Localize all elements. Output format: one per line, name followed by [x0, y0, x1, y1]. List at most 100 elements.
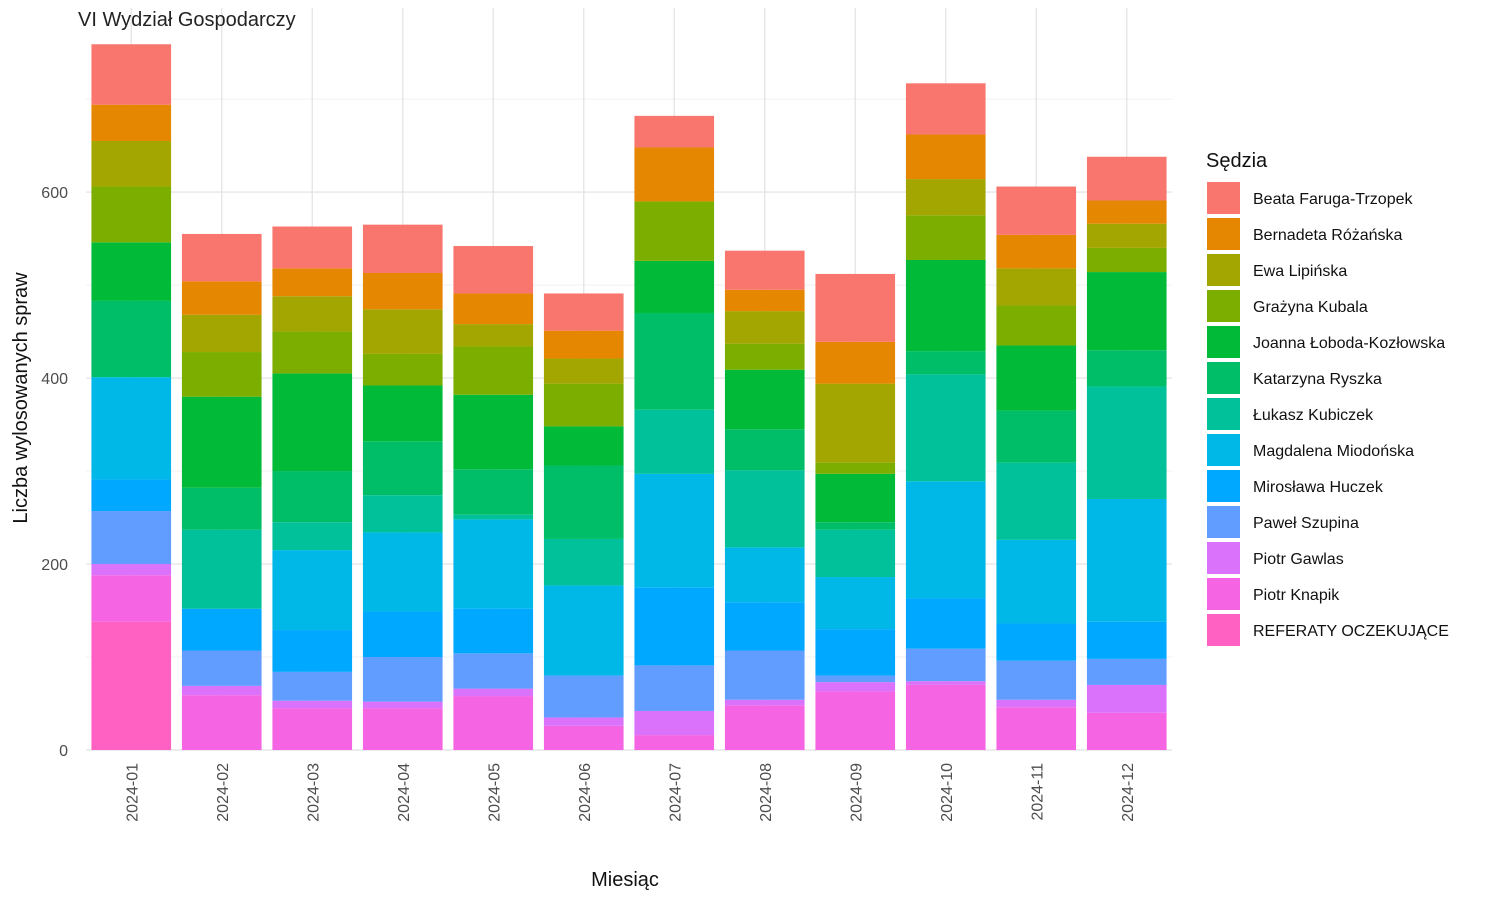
bar-segment: Magdalena Miodońska: 90 — [996, 539, 1077, 624]
bar-segment: Magdalena Miodońska: 132 — [1086, 498, 1167, 622]
bar-stack-2024-01: REFERATY OCZEKUJĄCE: 138Piotr Knapik: 50… — [91, 44, 172, 750]
bar-segment: Piotr Knapik: 58 — [453, 696, 534, 750]
bar-segment: Bernadeta Różańska: 33 — [453, 293, 534, 325]
bar-segment: Paweł Szupina: 57 — [91, 511, 172, 565]
bar-segment: Łukasz Kubiczek: 83 — [996, 462, 1077, 540]
bar-segment: Joanna Łoboda-Kozłowska: 42 — [543, 426, 624, 466]
bar-segment: Grażyna Kubala: 64 — [634, 201, 715, 261]
legend: Sędzia Beata Faruga-Trzopek Bernadeta Róż… — [1206, 150, 1449, 646]
bar-segment: Joanna Łoboda-Kozłowska: 98 — [905, 259, 986, 352]
bar-segment: Beata Faruga-Trzopek: 73 — [815, 273, 896, 342]
bar-segment: Beata Faruga-Trzopek: 42 — [724, 250, 805, 290]
bar-segment: Joanna Łoboda-Kozłowska: 98 — [181, 396, 262, 488]
bar-segment: Piotr Knapik: 40 — [1086, 712, 1167, 750]
bar-segment: Ewa Lipińska: 40 — [181, 314, 262, 353]
x-tick-label: 2024-06 — [577, 763, 594, 822]
bar-segment: Magdalena Miodońska: 56 — [815, 577, 896, 630]
bar-segment: Ewa Lipińska: 24 — [453, 324, 534, 347]
bar-segment: Joanna Łoboda-Kozłowska: 105 — [272, 373, 353, 472]
legend-swatch-miroslawa-huczek — [1207, 470, 1240, 502]
bar-segment: Joanna Łoboda-Kozłowska: 80 — [453, 394, 534, 470]
bar-segment: Bernadeta Różańska: 30 — [272, 268, 353, 297]
bar-segment: Grażyna Kubala: 45 — [272, 331, 353, 374]
bar-segment: Mirosława Huczek: 45 — [272, 630, 353, 672]
x-tick-label: 2024-04 — [396, 763, 413, 822]
bar-segment: Piotr Gawlas: 12 — [91, 564, 172, 576]
bar-segment: Paweł Szupina: 48 — [362, 657, 443, 702]
bar-segment: Ewa Lipińska: 48 — [362, 309, 443, 354]
bar-segment: Mirosława Huczek: 52 — [724, 602, 805, 651]
bar-segment: Piotr Knapik: 46 — [996, 707, 1077, 750]
bar-segment: Grażyna Kubala: 26 — [1086, 247, 1167, 273]
bar-segment: Mirosława Huczek: 54 — [905, 598, 986, 649]
bar-segment: Łukasz Kubiczek: 69 — [634, 409, 715, 474]
bar-segment: Beata Faruga-Trzopek: 34 — [634, 115, 715, 148]
bar-segment: Piotr Gawlas: 10 — [815, 682, 896, 692]
bar-segment: Joanna Łoboda-Kozłowska: 60 — [362, 385, 443, 442]
legend-label-lukasz-kubiczek: Łukasz Kubiczek — [1253, 407, 1374, 424]
legend-swatch-katarzyna-ryszka — [1207, 362, 1240, 394]
bar-segment: Mirosława Huczek: 48 — [453, 608, 534, 654]
legend-label-joanna-loboda-kozlowska: Joanna Łoboda-Kozłowska — [1253, 335, 1445, 352]
bar-segment: Joanna Łoboda-Kozłowska: 63 — [91, 242, 172, 301]
legend-swatch-magdalena-miodonska — [1207, 434, 1240, 466]
bar-stack-2024-11: Piotr Knapik: 46Piotr Gawlas: 8Paweł Szu… — [996, 186, 1077, 750]
x-tick-label: 2024-09 — [848, 763, 865, 822]
legend-swatch-referaty-oczekujace — [1207, 614, 1240, 646]
legend-label-beata-faruga-trzopek: Beata Faruga-Trzopek — [1253, 191, 1413, 208]
bar-segment: Mirosława Huczek: 40 — [996, 623, 1077, 661]
bar-segment: Beata Faruga-Trzopek: 52 — [362, 224, 443, 273]
bar-segment: Paweł Szupina: 7 — [815, 675, 896, 683]
x-tick-label: 2024-03 — [305, 763, 322, 822]
legend-label-magdalena-miodonska: Magdalena Miodońska — [1253, 443, 1414, 460]
bar-segment: Piotr Gawlas: 8 — [996, 699, 1077, 708]
bar-segment: Beata Faruga-Trzopek: 52 — [996, 186, 1077, 235]
bar-segment: Piotr Gawlas: 6 — [724, 699, 805, 706]
bar-segment: Magdalena Miodońska: 59 — [724, 547, 805, 603]
legend-label-grazyna-kubala: Grażyna Kubala — [1253, 299, 1368, 316]
x-tick-label: 2024-01 — [124, 763, 141, 822]
bar-segment: Mirosława Huczek: 49 — [362, 611, 443, 658]
bar-stack-2024-02: Piotr Knapik: 59Piotr Gawlas: 10Paweł Sz… — [181, 233, 262, 750]
bar-segment: Łukasz Kubiczek: 40 — [362, 495, 443, 533]
x-tick-label: 2024-12 — [1120, 763, 1137, 822]
chart-title: VI Wydział Gospodarczy — [78, 9, 296, 31]
bar-segment: Beata Faruga-Trzopek: 55 — [905, 83, 986, 135]
x-tick-label: 2024-08 — [758, 763, 775, 822]
bar-segment: Piotr Gawlas: 26 — [634, 710, 715, 736]
bar-stack-2024-03: Piotr Knapik: 45Piotr Gawlas: 8Paweł Szu… — [272, 226, 353, 750]
bar-segment: Piotr Gawlas: 8 — [272, 700, 353, 709]
bar-segment: Katarzyna Ryszka: 104 — [634, 312, 715, 410]
bar-segment: Joanna Łoboda-Kozłowska: 70 — [996, 345, 1077, 411]
bars: REFERATY OCZEKUJĄCE: 138Piotr Knapik: 50… — [91, 44, 1167, 750]
legend-swatch-piotr-knapik — [1207, 578, 1240, 610]
legend-label-pawel-szupina: Paweł Szupina — [1253, 515, 1359, 532]
bar-segment: Ewa Lipińska: 26 — [1086, 223, 1167, 248]
bar-segment: Grażyna Kubala: 43 — [996, 305, 1077, 346]
bar-segment: Łukasz Kubiczek: 30 — [272, 522, 353, 551]
bar-segment: Łukasz Kubiczek: 83 — [724, 470, 805, 548]
y-tick-label: 400 — [41, 371, 68, 388]
y-tick-label: 0 — [59, 743, 68, 760]
bar-segment: Ewa Lipińska: 85 — [815, 383, 896, 463]
x-tick-label: 2024-05 — [486, 763, 503, 822]
bar-segment: Grażyna Kubala: 46 — [543, 383, 624, 427]
bar-segment: Łukasz Kubiczek: 85 — [181, 529, 262, 609]
legend-swatch-pawel-szupina — [1207, 506, 1240, 538]
x-axis-label: Miesiąc — [591, 869, 659, 891]
y-axis-label: Liczba wylosowanych spraw — [10, 272, 32, 524]
bar-segment: Magdalena Miodońska: 126 — [905, 481, 986, 599]
bar-segment: Piotr Knapik: 45 — [362, 708, 443, 750]
bar-stack-2024-06: Piotr Knapik: 26Piotr Gawlas: 9Paweł Szu… — [543, 293, 624, 750]
x-tick-label: 2024-11 — [1029, 763, 1046, 821]
bar-segment: Katarzyna Ryszka: 58 — [362, 441, 443, 496]
legend-swatch-beata-faruga-trzopek — [1207, 182, 1240, 214]
bar-segment: Beata Faruga-Trzopek: 47 — [1086, 156, 1167, 201]
bar-segment: Piotr Knapik: 59 — [181, 695, 262, 750]
bar-segment: Mirosława Huczek: 50 — [815, 629, 896, 676]
bar-stack-2024-09: Piotr Knapik: 63Piotr Gawlas: 10Paweł Sz… — [815, 273, 896, 750]
bar-segment: Ewa Lipińska: 40 — [996, 268, 1077, 306]
y-tick-label: 600 — [41, 185, 68, 202]
bar-segment: Grażyna Kubala: 52 — [453, 346, 534, 395]
